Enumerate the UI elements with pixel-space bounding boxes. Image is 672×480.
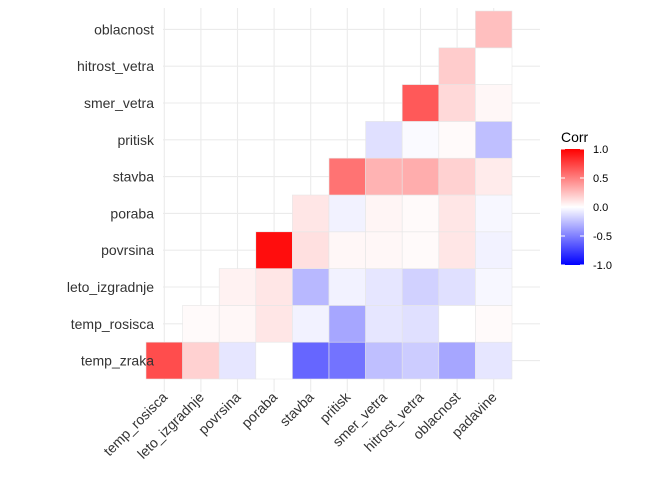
heatmap-cell-oblacnost-poraba [438, 194, 476, 233]
y-tick-label-leto_izgradnje: leto_izgradnje [67, 279, 154, 295]
y-tick-label-hitrost_vetra: hitrost_vetra [77, 58, 154, 74]
heatmap-cell-stavba-temp_zraka [292, 341, 330, 380]
legend-tick-label: -1.0 [593, 260, 612, 272]
y-tick-label-temp_zraka: temp_zraka [81, 353, 154, 369]
heatmap-cell-hitrost_vetra-stavba [401, 157, 440, 196]
heatmap-cell-oblacnost-smer_vetra [438, 84, 476, 122]
heatmap-cell-smer_vetra-temp_rosisca [365, 305, 403, 343]
y-tick-label-stavba: stavba [113, 169, 154, 185]
heatmap-cell-poraba-leto_izgradnje [255, 268, 293, 306]
legend-title: Corr [561, 129, 589, 145]
legend-tick-label: 0.5 [593, 173, 608, 185]
heatmap-cell-oblacnost-povrsina [438, 231, 476, 269]
legend-tick-label: 0.0 [593, 202, 608, 214]
heatmap-cell-smer_vetra-poraba [365, 194, 403, 233]
heatmap-cell-hitrost_vetra-leto_izgradnje [401, 268, 440, 306]
heatmap-cell-hitrost_vetra-poraba [401, 194, 440, 233]
heatmap-cell-poraba-temp_zraka [255, 341, 293, 380]
heatmap-cell-smer_vetra-temp_zraka [365, 341, 403, 380]
y-tick-label-oblacnost: oblacnost [94, 21, 154, 37]
heatmap-cell-stavba-temp_rosisca [292, 305, 330, 343]
heatmap-cell-padavine-leto_izgradnje [475, 268, 513, 306]
heatmap-cell-pritisk-leto_izgradnje [328, 268, 366, 306]
heatmap-cell-smer_vetra-leto_izgradnje [365, 268, 403, 306]
y-tick-label-povrsina: povrsina [101, 242, 154, 258]
x-tick-label-stavba: stavba [276, 389, 317, 430]
heatmap-cell-padavine-hitrost_vetra [475, 47, 513, 85]
heatmap-cell-oblacnost-pritisk [438, 121, 476, 159]
legend-ticks: 1.0 0.5 0.0 -0.5 -1.0 [561, 144, 612, 272]
heatmap-cell-padavine-povrsina [475, 231, 513, 269]
heatmap-cell-stavba-povrsina [292, 231, 330, 269]
heatmap-cell-povrsina-temp_zraka [218, 341, 257, 380]
legend-colorbar [561, 149, 584, 265]
heatmap-cell-pritisk-poraba [328, 194, 366, 233]
y-tick-label-pritisk: pritisk [117, 132, 155, 148]
legend-tick-label: -0.5 [593, 231, 612, 243]
heatmap-cell-leto_izgradnje-temp_zraka [182, 341, 220, 380]
heatmap-cell-oblacnost-stavba [438, 157, 476, 196]
y-tick-label-smer_vetra: smer_vetra [84, 95, 154, 111]
heatmap-cell-pritisk-temp_zraka [328, 341, 366, 380]
heatmap-cell-poraba-povrsina [255, 231, 293, 269]
heatmap-cell-povrsina-leto_izgradnje [218, 268, 257, 306]
heatmap-cell-pritisk-povrsina [328, 231, 366, 269]
heatmap-cell-padavine-temp_zraka [475, 341, 513, 380]
heatmap-cell-stavba-poraba [292, 194, 330, 233]
heatmap-cell-leto_izgradnje-temp_rosisca [182, 305, 220, 343]
heatmap-tiles [145, 10, 513, 380]
heatmap-cell-poraba-temp_rosisca [255, 305, 293, 343]
legend: Corr 1.0 0.5 0.0 -0.5 -1.0 [561, 129, 612, 272]
heatmap-cell-hitrost_vetra-smer_vetra [401, 84, 440, 122]
heatmap-cell-oblacnost-temp_zraka [438, 341, 476, 380]
heatmap-cell-padavine-pritisk [475, 121, 513, 159]
y-tick-label-poraba: poraba [110, 205, 154, 221]
heatmap-cell-stavba-leto_izgradnje [292, 268, 330, 306]
heatmap-cell-povrsina-temp_rosisca [218, 305, 257, 343]
heatmap-cell-oblacnost-temp_rosisca [438, 305, 476, 343]
heatmap-cell-hitrost_vetra-povrsina [401, 231, 440, 269]
heatmap-cell-padavine-stavba [475, 157, 513, 196]
heatmap-cell-pritisk-stavba [328, 157, 366, 196]
x-tick-label-poraba: poraba [238, 389, 280, 431]
heatmap-cell-smer_vetra-stavba [365, 157, 403, 196]
x-axis-labels: temp_rosiscaleto_izgradnjepovrsinaporaba… [100, 388, 500, 462]
y-tick-label-temp_rosisca: temp_rosisca [71, 316, 154, 332]
heatmap-cell-pritisk-temp_rosisca [328, 305, 366, 343]
heatmap-cell-padavine-poraba [475, 194, 513, 233]
heatmap-cell-smer_vetra-pritisk [365, 121, 403, 159]
heatmap-cell-hitrost_vetra-pritisk [401, 121, 440, 159]
heatmap-cell-oblacnost-hitrost_vetra [438, 47, 476, 85]
heatmap-cell-hitrost_vetra-temp_zraka [401, 341, 440, 380]
heatmap-cell-padavine-temp_rosisca [475, 305, 513, 343]
y-axis-labels: temp_zraka temp_rosisca leto_izgradnje povr… [67, 21, 155, 368]
heatmap-cell-hitrost_vetra-temp_rosisca [401, 305, 440, 343]
heatmap-cell-smer_vetra-povrsina [365, 231, 403, 269]
legend-tick-label: 1.0 [593, 144, 608, 156]
heatmap-cell-padavine-oblacnost [475, 10, 513, 49]
heatmap-cell-temp_rosisca-temp_zraka [145, 341, 183, 380]
heatmap-cell-padavine-smer_vetra [475, 84, 513, 122]
heatmap-cell-oblacnost-leto_izgradnje [438, 268, 476, 306]
